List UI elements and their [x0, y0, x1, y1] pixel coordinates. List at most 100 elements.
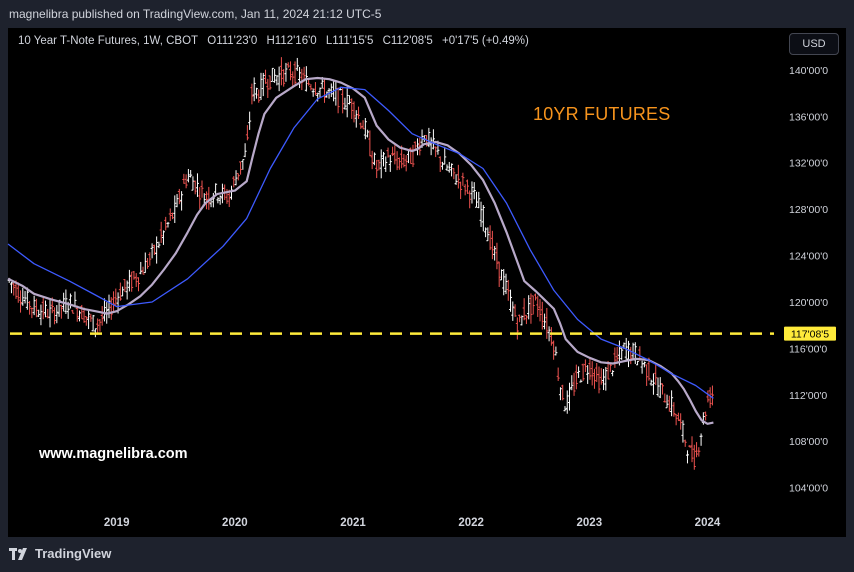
candle: [234, 170, 238, 186]
candle: [608, 363, 612, 372]
candle: [477, 191, 481, 209]
tradingview-logo[interactable]: TradingView: [9, 546, 111, 561]
candle: [100, 306, 104, 326]
candle: [543, 313, 547, 330]
candle: [264, 69, 268, 84]
candle: [313, 82, 317, 96]
candle: [404, 155, 408, 172]
candle: [381, 151, 385, 167]
candle: [636, 360, 640, 366]
candle: [173, 195, 177, 224]
candle: [670, 390, 674, 417]
candle: [43, 300, 47, 318]
candle: [547, 326, 551, 342]
candle: [87, 310, 91, 330]
candle: [400, 145, 404, 169]
candle: [284, 62, 288, 82]
chart-frame[interactable]: [8, 28, 846, 537]
x-tick-label: 2022: [458, 517, 484, 529]
candle: [499, 269, 503, 281]
candle: [175, 194, 179, 208]
candle: [329, 83, 333, 97]
candle: [486, 227, 490, 242]
candle: [538, 299, 542, 322]
candle: [159, 221, 163, 244]
candle: [195, 173, 199, 197]
candle: [674, 413, 678, 426]
candle: [631, 342, 635, 359]
x-tick-label: 2024: [695, 517, 721, 529]
candle: [604, 366, 608, 391]
candle: [41, 297, 45, 320]
candle: [198, 187, 202, 210]
publisher-line: magnelibra published on TradingView.com,…: [9, 7, 382, 21]
candle: [363, 117, 367, 140]
candle: [259, 72, 263, 101]
ma-slow-line: [7, 86, 714, 399]
candle: [450, 163, 454, 177]
candle: [431, 129, 435, 150]
currency-button[interactable]: USD: [789, 33, 839, 55]
candle: [266, 78, 270, 98]
ma-fast-line: [7, 76, 714, 425]
candle: [166, 221, 170, 228]
candle: [574, 364, 578, 390]
candle: [89, 313, 93, 322]
y-tick-label: 124'00'0: [789, 251, 828, 263]
candle: [218, 195, 222, 205]
candle: [676, 412, 680, 422]
candle: [102, 298, 106, 322]
candle: [661, 383, 665, 395]
candle: [184, 174, 188, 189]
time-axis: 2019 2020 2021 2022 2023 2024: [104, 517, 721, 529]
moving-averages-layer: [7, 76, 714, 425]
candle: [254, 87, 258, 99]
candle: [524, 314, 528, 325]
candle: [273, 68, 277, 83]
candle: [91, 314, 95, 332]
candle: [454, 174, 458, 185]
candle: [118, 282, 122, 301]
candle: [28, 300, 32, 315]
candle: [552, 340, 556, 360]
y-tick-label: 104'00'0: [789, 483, 828, 495]
candle: [205, 191, 209, 210]
candle: [484, 227, 488, 238]
tradingview-logo-icon: [9, 547, 27, 560]
candle: [186, 168, 190, 183]
candle: [402, 154, 406, 168]
candle: [468, 190, 472, 209]
candle: [37, 309, 41, 317]
bottom-bar: [0, 540, 854, 572]
candle: [581, 363, 585, 381]
candle: [30, 307, 34, 319]
candle: [563, 406, 567, 412]
candle: [71, 309, 75, 314]
candle: [171, 212, 175, 220]
candle: [518, 314, 522, 323]
candle: [658, 377, 662, 399]
candle: [572, 372, 576, 396]
candle: [157, 241, 161, 249]
candle: [663, 393, 667, 403]
candle: [341, 87, 345, 114]
candle: [645, 364, 649, 386]
candle: [434, 146, 438, 158]
candle: [245, 125, 249, 141]
candle: [497, 261, 501, 287]
candle: [352, 101, 356, 123]
top-bar: magnelibra published on TradingView.com,…: [0, 0, 854, 28]
candle: [522, 298, 526, 321]
candle: [250, 83, 254, 105]
candle: [125, 280, 129, 300]
candle: [520, 315, 524, 326]
candle: [252, 77, 256, 102]
candle: [361, 120, 365, 130]
candle: [25, 287, 29, 310]
candle: [490, 230, 494, 260]
y-tick-label: 116'00'0: [789, 343, 827, 355]
candle: [359, 122, 363, 129]
candle: [75, 305, 79, 322]
candle: [277, 66, 281, 92]
